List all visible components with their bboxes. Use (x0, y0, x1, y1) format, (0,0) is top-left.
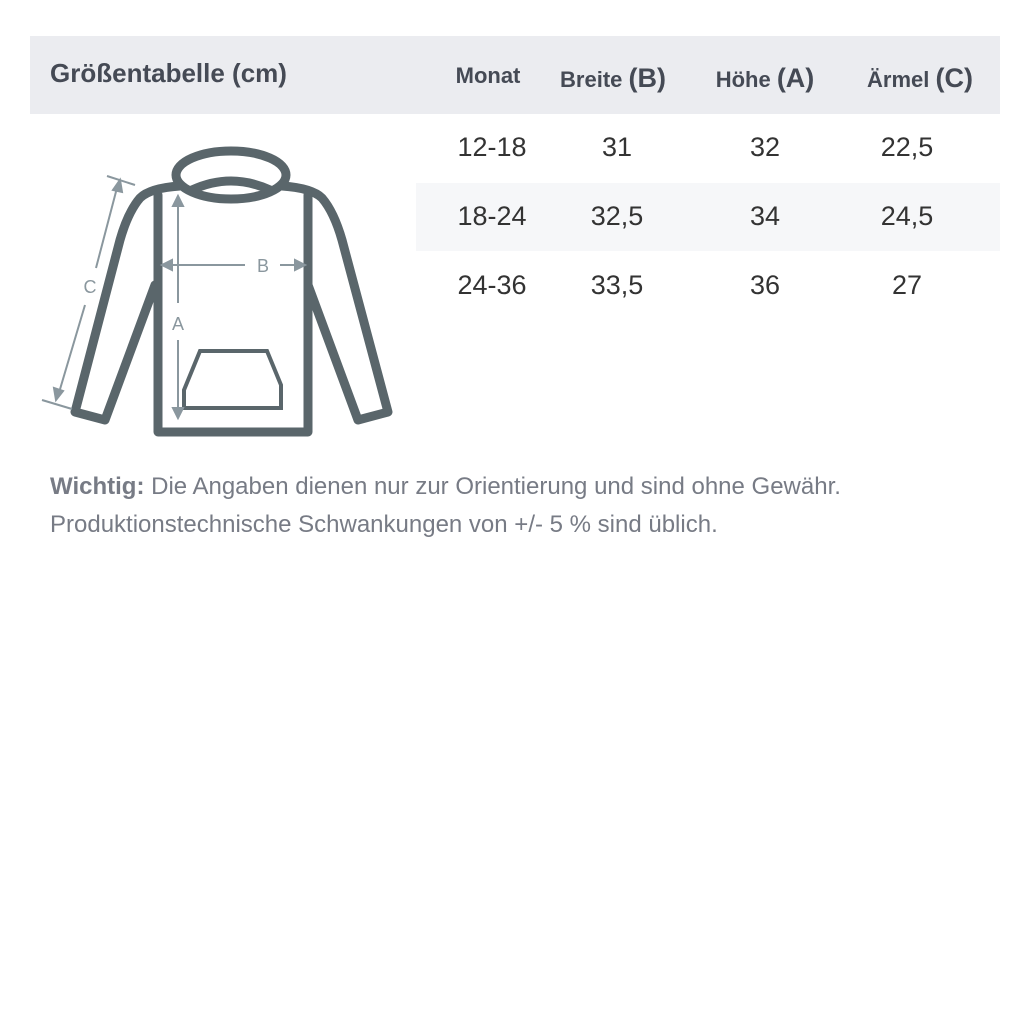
column-header-sleeve: Ärmel (C) (867, 63, 973, 94)
pocket (182, 349, 283, 410)
cell-height: 34 (749, 201, 781, 231)
table-row: 24-36 33,5 36 27 (416, 252, 1000, 320)
label-c: C (84, 277, 97, 297)
cell-width: 33,5 (590, 270, 644, 300)
column-header-height: Höhe (A) (716, 63, 815, 94)
table-header: Größentabelle (cm) Monat Breite (B) Höhe… (30, 36, 1000, 114)
hoodie-outline (70, 146, 393, 437)
cell-month: 18-24 (457, 201, 527, 231)
measure-lines (41, 175, 308, 421)
cell-sleeve: 22,5 (880, 132, 934, 162)
cell-sleeve: 27 (891, 270, 923, 300)
cell-width: 31 (601, 132, 633, 162)
cell-month: 12-18 (457, 132, 527, 162)
cell-height: 32 (749, 132, 781, 162)
column-label: Breite (560, 67, 629, 92)
table-row: 18-24 32,5 34 24,5 (416, 183, 1000, 251)
label-a: A (172, 314, 184, 334)
column-label: Ärmel (867, 67, 936, 92)
column-label: Monat (455, 63, 521, 88)
table-row: 12-18 31 32 22,5 (416, 114, 1000, 182)
hoodie-diagram: A B C (41, 146, 393, 437)
column-letter: (C) (935, 63, 973, 93)
column-header-month: Monat (456, 63, 521, 89)
cell-width: 32,5 (590, 201, 644, 231)
note-bold: Wichtig: (50, 473, 145, 500)
column-letter: (B) (628, 63, 666, 93)
label-b: B (257, 256, 269, 276)
cell-month: 24-36 (457, 270, 527, 300)
note-line2: Produktionstechnische Schwankungen von +… (50, 511, 718, 538)
cell-height: 36 (749, 270, 781, 300)
column-letter: (A) (776, 63, 815, 93)
disclaimer-note: Wichtig: Die Angaben dienen nur zur Orie… (50, 468, 1010, 544)
page-title: Größentabelle (cm) (50, 58, 287, 88)
column-label: Höhe (715, 67, 777, 92)
column-header-width: Breite (B) (560, 63, 666, 94)
note-line1: Die Angaben dienen nur zur Orientierung … (144, 473, 841, 500)
cell-sleeve: 24,5 (880, 201, 934, 231)
